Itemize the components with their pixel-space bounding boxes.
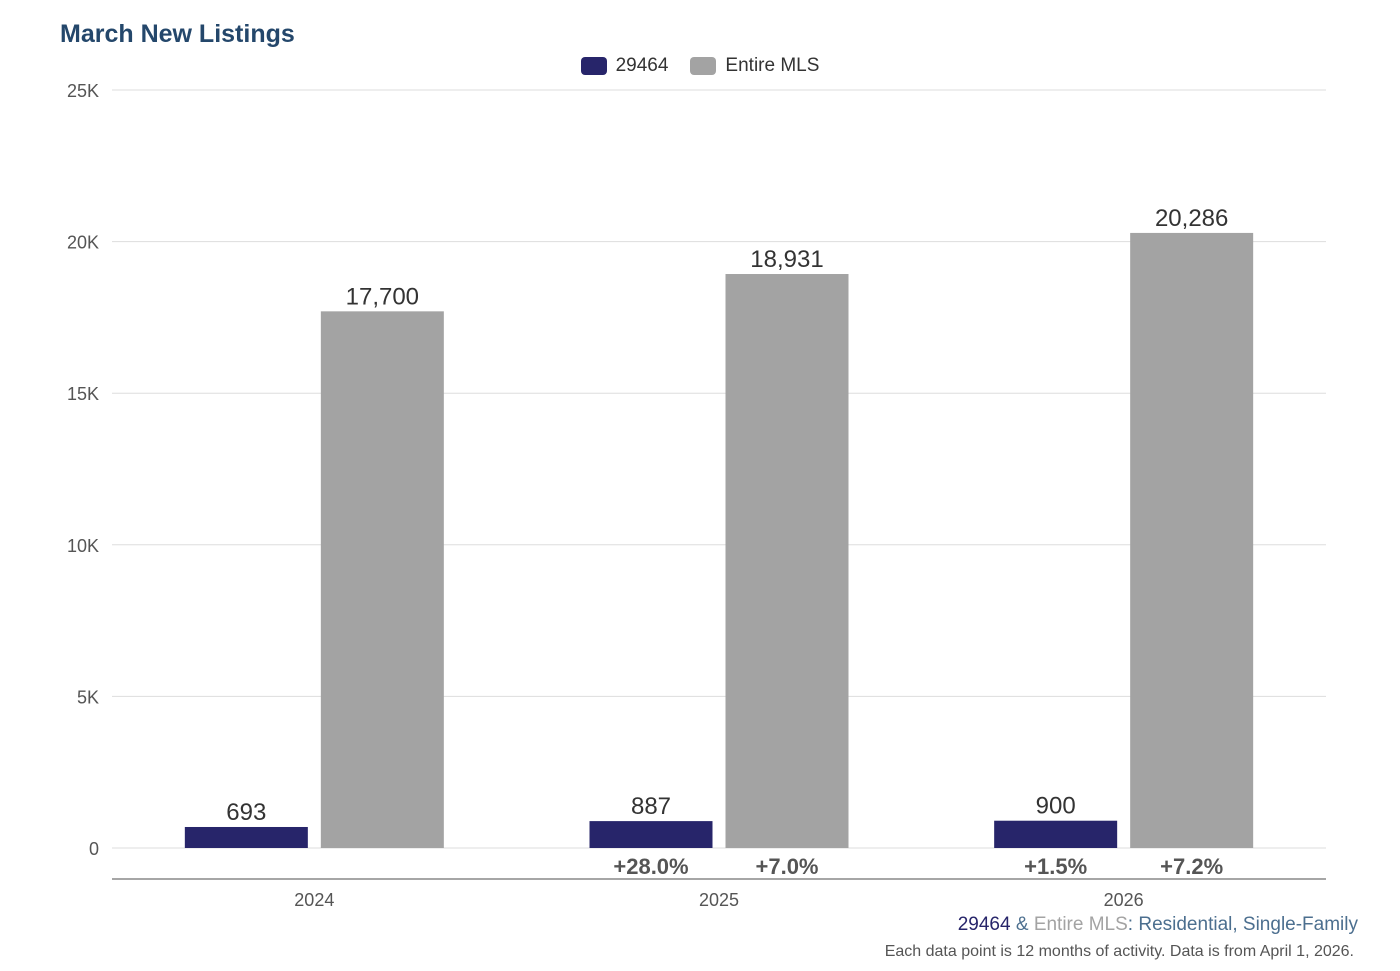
bar — [589, 821, 713, 848]
subtitle-area: 29464 — [957, 914, 1011, 935]
bar — [994, 820, 1118, 848]
data-label: 693 — [226, 799, 266, 826]
change-label: +28.0% — [613, 854, 688, 879]
legend-item-entire-mls[interactable]: Entire MLS — [690, 55, 819, 77]
subtitle-property-type: : Residential, Single-Family — [1127, 914, 1358, 935]
subtitle-ampersand: & — [1010, 914, 1034, 935]
y-tick-label: 15K — [67, 384, 99, 404]
data-label: 18,931 — [750, 246, 823, 273]
change-label: +1.5% — [1024, 854, 1087, 879]
chart-subtitle: 29464 & Entire MLS: Residential, Single-… — [958, 914, 1358, 936]
legend-swatch-entire-mls — [690, 57, 717, 75]
y-tick-label: 10K — [67, 536, 99, 556]
y-tick-label: 20K — [67, 233, 99, 253]
subtitle-mls: Entire MLS — [1033, 914, 1128, 935]
legend: 29464 Entire MLS — [0, 55, 1400, 77]
bar — [725, 274, 849, 848]
y-tick-label: 5K — [77, 687, 99, 707]
y-tick-label: 25K — [67, 81, 99, 101]
legend-label-29464: 29464 — [615, 55, 669, 76]
x-tick-label: 2026 — [1104, 890, 1144, 910]
legend-label-entire-mls: Entire MLS — [725, 55, 820, 76]
data-label: 900 — [1036, 793, 1076, 820]
chart-title: March New Listings — [60, 20, 295, 48]
data-label: 20,286 — [1155, 205, 1228, 232]
footnote: Each data point is 12 months of activity… — [884, 943, 1354, 960]
x-tick-label: 2025 — [699, 890, 739, 910]
bar — [184, 826, 308, 848]
x-tick-label: 2024 — [294, 890, 334, 910]
change-label: +7.0% — [756, 854, 819, 879]
data-label: 17,700 — [346, 283, 419, 310]
y-tick-label: 0 — [89, 839, 99, 859]
bar-chart: 0 5K 10K 15K 20K 25K 2024 693 17,700 2025 887 +28.0… — [67, 81, 1326, 910]
legend-item-29464[interactable]: 29464 — [580, 55, 669, 77]
bar — [320, 311, 444, 848]
bar — [1130, 232, 1254, 849]
data-label: 887 — [631, 793, 671, 820]
legend-swatch-29464 — [580, 57, 607, 75]
change-label: +7.2% — [1160, 854, 1223, 879]
